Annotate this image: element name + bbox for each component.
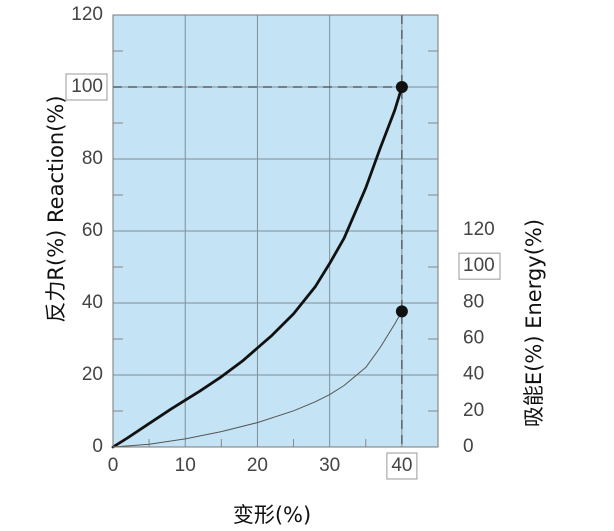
x-tick-label: 20 [247, 455, 268, 476]
reference-lines [113, 15, 403, 447]
y2-tick-label: 40 [463, 364, 484, 385]
y-tick-label: 80 [82, 148, 103, 169]
reaction-end-point [395, 81, 408, 93]
y2-tick-label: 0 [463, 436, 474, 457]
energy-series-line [112, 310, 403, 448]
y-tick-label: 100 [71, 76, 103, 97]
minor-ticks [113, 50, 438, 447]
tick-highlight-box [458, 252, 501, 280]
y2-tick-label: 60 [463, 328, 484, 349]
y-tick-label: 120 [71, 4, 103, 25]
series-lines [111, 81, 408, 449]
plot-frame [112, 14, 439, 448]
x-tick-label: 40 [391, 455, 412, 476]
x-tick-label: 0 [108, 455, 119, 476]
y-axis-title: 反力R(%) Reaction(%) [44, 95, 68, 322]
y-tick-label: 20 [82, 364, 103, 385]
y-tick-label: 40 [82, 292, 103, 313]
tick-highlight-box [65, 73, 108, 101]
y2-tick-label: 80 [463, 291, 484, 312]
y2-axis-title: 吸能E(%) Energy(%) [522, 219, 546, 427]
y-tick-label: 0 [92, 436, 103, 457]
energy-end-point [395, 305, 408, 318]
reaction-series-line [111, 85, 404, 449]
x-tick-label: 10 [175, 455, 196, 476]
x-tick-label: 30 [319, 455, 340, 476]
tick-highlight-box [386, 452, 418, 480]
y2-tick-label: 120 [463, 219, 495, 240]
x-axis-title: 变形(%) [233, 503, 311, 527]
y-tick-label: 60 [82, 220, 103, 241]
y2-tick-label: 100 [463, 255, 495, 276]
y2-tick-label: 20 [463, 400, 484, 421]
tick-labels: 0 20 40 60 80 100 120 0 10 20 30 40 0 20 40 60 80 100 120 [65, 4, 501, 480]
